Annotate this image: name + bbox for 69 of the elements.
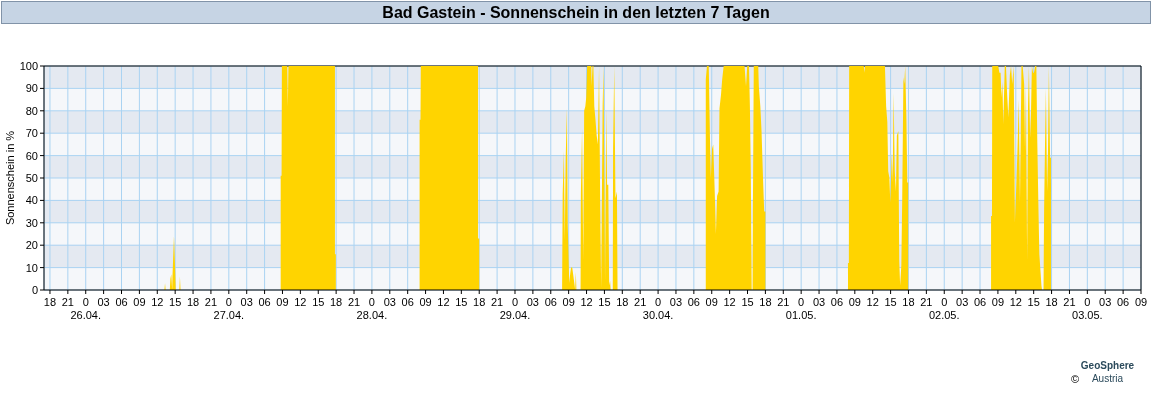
- x-tick-label: 06: [973, 296, 987, 309]
- x-tick-label: 09: [1134, 296, 1148, 309]
- y-tick-label: 60: [25, 149, 38, 162]
- x-tick-label: 06: [1116, 296, 1130, 309]
- x-tick-label: 18: [43, 296, 57, 309]
- x-tick-label: 03: [526, 296, 540, 309]
- y-tick-label: 20: [25, 239, 38, 252]
- x-tick-label: 21: [1063, 296, 1076, 309]
- y-tick-label: 100: [19, 59, 38, 72]
- x-tick-label: 15: [312, 296, 325, 309]
- x-tick-label: 03: [956, 296, 969, 309]
- x-tick-label: 15: [455, 296, 468, 309]
- x-tick-label: 12: [580, 296, 593, 309]
- x-tick-label: 06: [544, 296, 557, 309]
- x-tick-label: 03: [669, 296, 683, 309]
- x-tick-label: 18: [759, 296, 772, 309]
- y-tick-label: 70: [25, 127, 38, 140]
- x-tick-label: 09: [705, 296, 718, 309]
- x-tick-label: 21: [634, 296, 647, 309]
- x-tick-label: 12: [1009, 296, 1022, 309]
- x-tick-label: 06: [687, 296, 700, 309]
- x-tick-label: 12: [294, 296, 307, 309]
- x-tick-label: 15: [741, 296, 754, 309]
- x-tick-label: 18: [616, 296, 629, 309]
- x-tick-label: 09: [133, 296, 146, 309]
- x-tick-label: 15: [884, 296, 897, 309]
- x-tick-label: 09: [562, 296, 575, 309]
- text: ©: [1070, 373, 1080, 385]
- chart-title: Bad Gastein - Sonnenschein in den letzten 7 Tagen: [1, 1, 1151, 24]
- x-tick-label: 18: [902, 296, 915, 309]
- x-tick-label: 03: [97, 296, 110, 309]
- y-tick-label: 80: [25, 104, 38, 117]
- y-tick-label: 50: [25, 171, 38, 184]
- y-tick-label: 0: [31, 283, 38, 296]
- x-tick-label: 18: [1045, 296, 1058, 309]
- x-tick-label: 09: [848, 296, 861, 309]
- x-tick-label: 18: [330, 296, 343, 309]
- x-tick-label: 18: [186, 296, 200, 309]
- x-tick-label: 03: [240, 296, 253, 309]
- y-axis-title: Sonnenschein in %: [4, 130, 16, 226]
- x-tick-label: 18: [473, 296, 486, 309]
- x-tick-label: 06: [258, 296, 271, 309]
- x-tick-label: 15: [1027, 296, 1040, 309]
- x-tick-label: 12: [866, 296, 879, 309]
- x-tick-label: 15: [169, 296, 182, 309]
- x-tick-label: 09: [419, 296, 432, 309]
- y-tick-label: 30: [25, 216, 38, 229]
- x-tick-label: 21: [204, 296, 218, 309]
- x-tick-label: 06: [401, 296, 414, 309]
- x-tick-label: 03: [1099, 296, 1112, 309]
- x-tick-label: 12: [151, 296, 164, 309]
- x-tick-label: 21: [490, 296, 504, 309]
- x-tick-label: 09: [991, 296, 1005, 309]
- x-tick-label: 06: [830, 296, 844, 309]
- x-tick-label: 09: [276, 296, 289, 309]
- y-tick-label: 90: [25, 82, 38, 95]
- x-tick-label: 06: [115, 296, 128, 309]
- y-tick-label: 10: [25, 261, 38, 274]
- y-tick-label: 40: [25, 194, 38, 207]
- x-tick-label: 03: [812, 296, 826, 309]
- x-tick-label: 21: [777, 296, 790, 309]
- x-tick-label: 21: [61, 296, 74, 309]
- x-tick-label: 12: [723, 296, 736, 309]
- x-tick-label: 21: [920, 296, 933, 309]
- x-tick-label: 15: [598, 296, 611, 309]
- x-tick-label: 21: [347, 296, 361, 309]
- x-tick-label: 12: [437, 296, 450, 309]
- x-tick-label: 03: [383, 296, 396, 309]
- text: GeoSphere Austria: [1080, 360, 1135, 384]
